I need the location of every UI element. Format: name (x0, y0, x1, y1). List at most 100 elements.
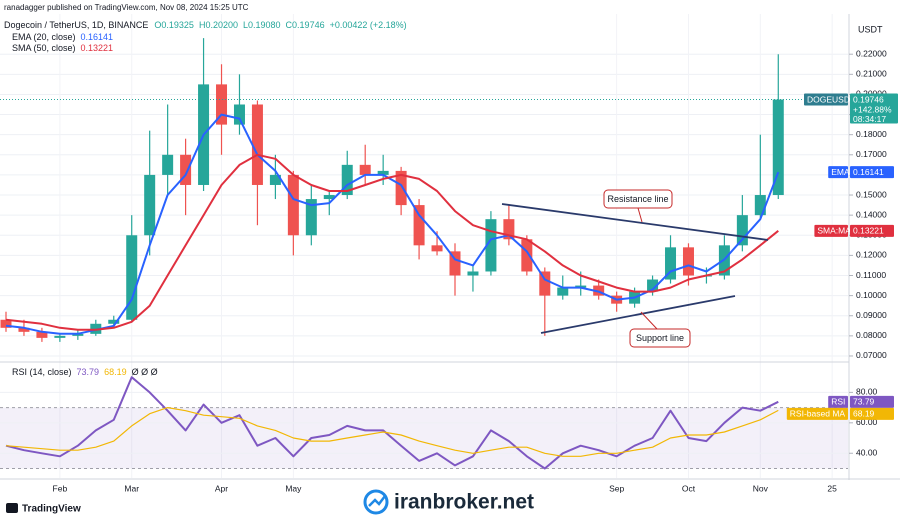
series-value-tag-box (850, 407, 894, 420)
candle-body (36, 331, 48, 338)
candle-body (233, 104, 245, 125)
candle-body (449, 251, 461, 276)
y-tick-label: 0.14000 (856, 209, 887, 219)
series-tag-box (814, 224, 848, 237)
candle-body (413, 205, 425, 246)
candle-body (647, 279, 659, 292)
y-tick-label: 0.10000 (856, 290, 887, 300)
legend-name: EMA (20, close) (12, 32, 76, 42)
marks-layer (0, 38, 848, 470)
series-value-tag: 0.13221 (853, 226, 884, 236)
candle-body (359, 164, 371, 175)
y-tick-label: 60.00 (856, 417, 878, 427)
legend-suffix: Ø Ø Ø (132, 367, 158, 377)
x-tick-label: 25 (827, 483, 837, 493)
candle-body (251, 104, 263, 185)
candle-body (216, 84, 228, 125)
y-tick-label: 0.22000 (856, 48, 887, 58)
callout-box (603, 189, 673, 209)
ema-legend: EMA (20, close) 0.16141 (12, 32, 113, 42)
rsi-legend: RSI (14, close) 73.79 68.19 Ø Ø Ø (12, 367, 158, 377)
candle-body (431, 245, 443, 252)
overlay-layer: Resistance line Support line ranadagger … (0, 3, 900, 515)
ohlc-low: L0.19080 (243, 20, 281, 30)
price-tag-change: +142.88% (853, 104, 892, 114)
series-tag-box (828, 166, 848, 179)
y-tick-label: 0.15000 (856, 189, 887, 199)
series-value-tag: 0.16141 (853, 167, 884, 177)
legend-value: 0.13221 (81, 43, 114, 53)
symbol-legend: Dogecoin / TetherUS, 1D, BINANCE O0.19325… (4, 20, 407, 30)
series-line (5, 376, 779, 470)
annotation-label: Support line (636, 333, 684, 343)
y-tick-label: 0.07000 (856, 350, 887, 360)
candle-body (180, 154, 192, 185)
series-value-tag-box (850, 166, 894, 179)
symbol-title: Dogecoin / TetherUS, 1D, BINANCE (4, 20, 148, 30)
candle-body (305, 199, 317, 236)
candle-body (575, 285, 587, 288)
ohlc-close: C0.19746 (286, 20, 325, 30)
callout-connector (637, 207, 643, 223)
price-tag-countdown: 08:34:17 (853, 114, 886, 124)
series-tag: EMA (831, 167, 850, 177)
series-tag: RSI (831, 397, 845, 407)
footer-brand: TradingView (22, 504, 81, 515)
candle-body (485, 219, 497, 272)
candle-body (108, 319, 120, 324)
series-value-tag-box (850, 224, 894, 237)
candle-body (126, 235, 138, 320)
x-tick-label: Sep (609, 483, 624, 493)
y-tick-label: 0.08000 (856, 330, 887, 340)
candle-body (736, 215, 748, 246)
x-tick-label: Nov (753, 483, 769, 493)
y-tick-label: 0.11000 (856, 270, 886, 280)
candle-body (377, 170, 389, 175)
candle-body (665, 247, 677, 280)
series-tag: SMA:MA (817, 226, 851, 236)
price-tag-box (850, 93, 898, 124)
legend-value: 68.19 (104, 367, 127, 377)
candle-body (18, 327, 30, 332)
x-tick-label: Apr (215, 483, 228, 493)
x-tick-label: Feb (53, 483, 68, 493)
x-tick-label: May (285, 483, 302, 493)
candle-body (269, 174, 281, 185)
series-tag: RSI-based MA (790, 409, 846, 419)
publisher-line: ranadagger published on TradingView.com,… (4, 3, 249, 12)
candle-body (162, 154, 174, 175)
series-line (5, 407, 779, 457)
sma-legend: SMA (50, close) 0.13221 (12, 43, 113, 53)
y-tick-label: 0.17000 (856, 149, 887, 159)
series-tag-box (828, 395, 848, 408)
candle-body (323, 195, 335, 200)
series-value-tag: 68.19 (853, 409, 875, 419)
candle-body (54, 335, 66, 338)
y-tick-label: 0.18000 (856, 129, 887, 139)
currency-label: USDT (858, 24, 883, 34)
ohlc-open: O0.19325 (154, 20, 194, 30)
legend-name: SMA (50, close) (12, 43, 76, 53)
candle-body (72, 333, 84, 336)
resistance-line (501, 203, 769, 241)
x-tick-label: Oct (682, 483, 696, 493)
legend-value: 73.79 (77, 367, 100, 377)
candle-body (287, 174, 299, 236)
candle-body (467, 271, 479, 276)
y-tick-label: 40.00 (856, 448, 878, 458)
legend-value: 0.16141 (81, 32, 114, 42)
callout-box (629, 328, 691, 348)
candle-body (539, 271, 551, 296)
candle-body (341, 164, 353, 196)
candle-body (682, 247, 694, 276)
series-line (5, 153, 779, 331)
watermark-text: iranbroker.net (394, 491, 534, 514)
x-tick-label: Mar (124, 483, 139, 493)
watermark-icon (368, 495, 386, 507)
candle-body (395, 170, 407, 206)
candle-body (503, 219, 515, 240)
brand-icon (6, 503, 18, 513)
y-tick-label: 0.21000 (856, 69, 887, 79)
annotation-label: Resistance line (607, 194, 668, 204)
